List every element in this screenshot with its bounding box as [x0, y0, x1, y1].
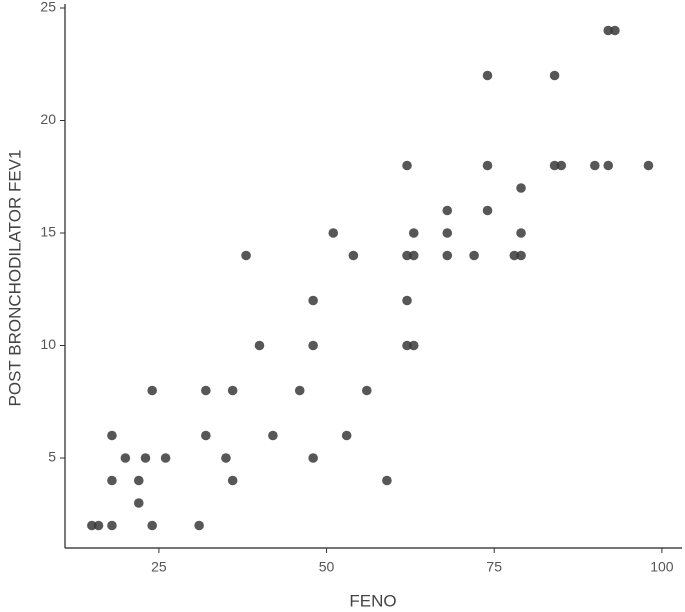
point: [603, 160, 614, 171]
point: [509, 250, 520, 261]
point: [442, 250, 453, 261]
point: [147, 520, 157, 531]
point: [402, 160, 412, 171]
x-axis-title: FENO: [349, 591, 396, 610]
point: [402, 250, 412, 261]
point: [408, 340, 419, 351]
point: [133, 498, 144, 508]
x-tick-label: 25: [151, 559, 167, 575]
point: [147, 385, 157, 396]
point: [227, 475, 238, 486]
point: [402, 340, 412, 351]
point: [408, 250, 419, 261]
point: [341, 430, 352, 441]
y-axis-title: POST BRONCHODILATOR FEV1: [5, 150, 24, 407]
point: [120, 453, 131, 463]
point: [549, 70, 560, 81]
point: [308, 295, 318, 306]
point: [549, 160, 560, 171]
point: [442, 205, 453, 216]
point: [107, 520, 117, 531]
point: [254, 340, 265, 351]
y-tick-label: 10: [40, 336, 56, 352]
point: [408, 228, 419, 238]
point: [201, 430, 211, 441]
point: [140, 453, 151, 463]
y-tick-label: 25: [40, 0, 56, 15]
point: [201, 385, 211, 396]
point: [328, 228, 339, 238]
y-tick-label: 20: [40, 111, 56, 127]
point: [87, 520, 97, 531]
y-tick-label: 5: [48, 449, 56, 465]
point: [482, 70, 493, 81]
point: [308, 340, 318, 351]
point: [516, 228, 526, 238]
point: [402, 295, 412, 306]
point: [382, 475, 392, 486]
point: [603, 25, 614, 36]
point: [482, 160, 493, 171]
point: [241, 250, 251, 261]
point: [194, 520, 204, 531]
point: [107, 475, 117, 486]
x-tick-label: 50: [319, 559, 335, 575]
point: [294, 385, 305, 396]
point: [308, 453, 318, 463]
point: [469, 250, 479, 261]
point: [93, 520, 104, 531]
point: [268, 430, 278, 441]
point: [482, 205, 493, 216]
point: [133, 475, 144, 486]
point: [227, 385, 238, 396]
point: [361, 385, 372, 396]
point: [516, 183, 526, 193]
point: [590, 160, 600, 171]
point: [221, 453, 231, 463]
point: [160, 453, 171, 463]
y-tick-label: 15: [40, 224, 56, 240]
point: [348, 250, 359, 261]
point: [643, 160, 654, 171]
point: [442, 228, 453, 238]
point: [556, 160, 567, 171]
x-tick-label: 75: [486, 559, 502, 575]
point: [107, 430, 117, 441]
point: [516, 250, 526, 261]
point: [610, 25, 620, 36]
x-tick-label: 100: [650, 559, 674, 575]
